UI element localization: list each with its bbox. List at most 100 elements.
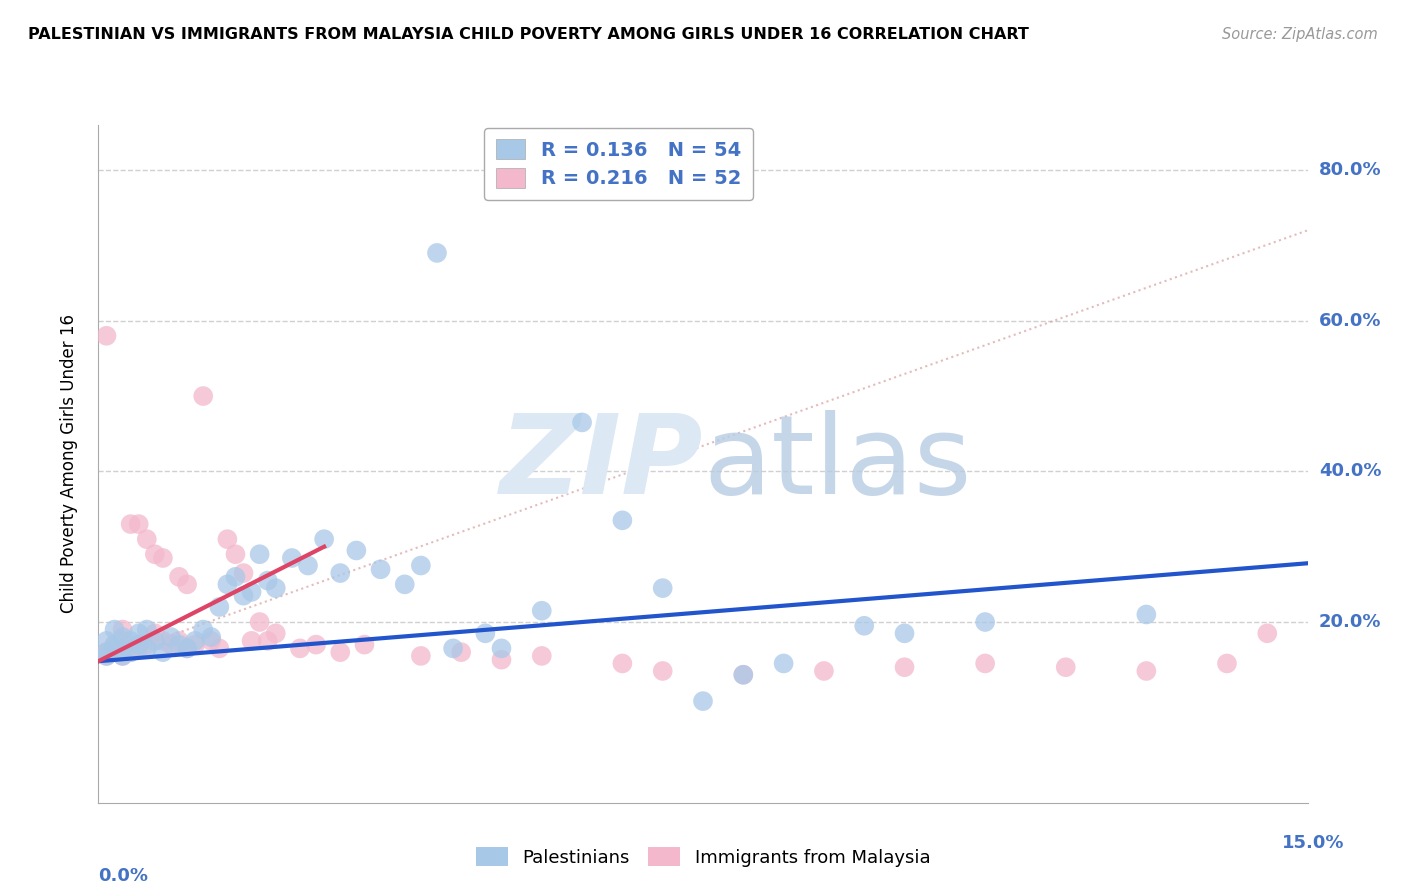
Point [232,589,254,603]
Point [103,641,125,656]
Point [370,562,392,576]
Point [111,623,134,637]
Point [135,532,157,546]
Point [491,653,513,667]
Point [297,558,319,573]
Point [612,657,634,671]
Point [167,570,190,584]
Text: ZIP: ZIP [499,410,703,517]
Point [103,641,125,656]
Point [232,566,254,580]
Point [111,633,134,648]
Text: 80.0%: 80.0% [1319,161,1381,179]
Point [264,626,287,640]
Point [208,599,231,614]
Text: 40.0%: 40.0% [1319,462,1381,481]
Point [143,633,166,648]
Point [733,667,755,681]
Point [217,577,239,591]
Point [692,694,714,708]
Point [450,645,472,659]
Point [184,638,207,652]
Point [240,585,263,599]
Point [120,645,142,659]
Text: 0.0%: 0.0% [98,867,149,885]
Point [256,574,278,588]
Point [612,513,634,527]
Point [152,633,174,648]
Point [96,328,118,343]
Point [111,648,134,663]
Point [143,547,166,561]
Text: 15.0%: 15.0% [1282,834,1344,852]
Point [474,626,496,640]
Point [111,648,134,663]
Point [128,638,150,652]
Point [249,547,271,561]
Point [176,577,198,591]
Point [1135,607,1157,622]
Point [281,551,304,566]
Point [184,633,207,648]
Text: atlas: atlas [703,410,972,517]
Point [103,623,125,637]
Point [530,648,553,663]
Point [143,626,166,640]
Point [329,645,352,659]
Point [571,416,593,430]
Point [426,246,449,260]
Point [344,543,367,558]
Point [264,581,287,595]
Text: 20.0%: 20.0% [1319,613,1381,631]
Point [152,645,174,659]
Point [128,517,150,532]
Point [1054,660,1077,674]
Point [200,630,222,644]
Point [200,633,222,648]
Y-axis label: Child Poverty Among Girls Under 16: Child Poverty Among Girls Under 16 [59,314,77,614]
Point [103,638,125,652]
Point [208,641,231,656]
Point [353,638,375,652]
Point [96,645,118,659]
Point [224,570,246,584]
Point [329,566,352,580]
Point [120,645,142,659]
Point [103,638,125,652]
Text: 60.0%: 60.0% [1319,311,1381,330]
Point [111,630,134,644]
Point [314,532,336,546]
Point [111,641,134,656]
Legend: Palestinians, Immigrants from Malaysia: Palestinians, Immigrants from Malaysia [468,840,938,874]
Point [772,657,794,671]
Point [409,558,432,573]
Point [160,638,183,652]
Legend: R = 0.136   N = 54, R = 0.216   N = 52: R = 0.136 N = 54, R = 0.216 N = 52 [484,128,752,200]
Point [409,648,432,663]
Point [1135,664,1157,678]
Point [167,638,190,652]
Point [193,623,215,637]
Point [135,638,157,652]
Point [893,626,915,640]
Point [120,633,142,648]
Point [394,577,416,591]
Point [240,633,263,648]
Point [176,641,198,656]
Point [249,615,271,629]
Text: Source: ZipAtlas.com: Source: ZipAtlas.com [1222,27,1378,42]
Point [1256,626,1278,640]
Point [96,633,118,648]
Point [733,667,755,681]
Point [893,660,915,674]
Point [193,389,215,403]
Point [256,633,278,648]
Point [120,517,142,532]
Point [217,532,239,546]
Point [135,623,157,637]
Point [135,641,157,656]
Point [651,581,673,595]
Point [176,641,198,656]
Point [813,664,835,678]
Point [96,648,118,663]
